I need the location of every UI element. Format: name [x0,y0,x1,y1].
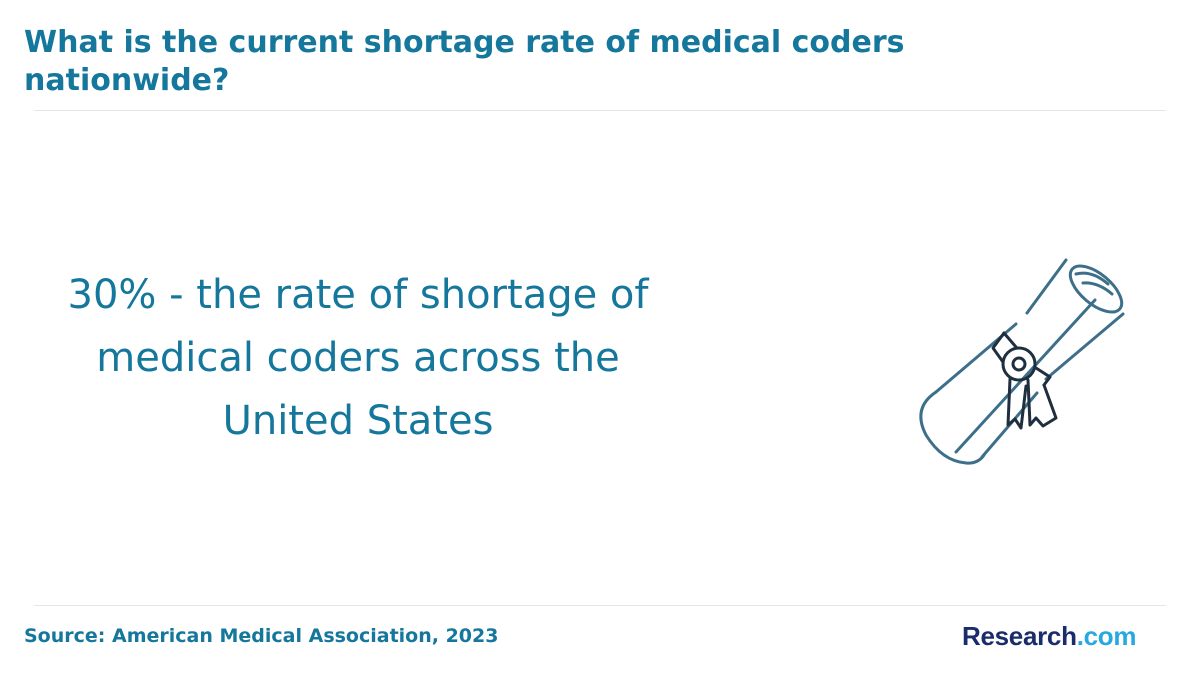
footer-divider [34,605,1166,606]
source-citation: Source: American Medical Association, 20… [24,625,499,647]
page-title: What is the current shortage rate of med… [24,25,905,98]
logo-domain-suffix: .com [1076,621,1137,651]
research-com-logo[interactable]: Research.com [962,618,1136,654]
logo-wordmark: Research [962,621,1077,651]
statistic-statement: 30% - the rate of shortage of medical co… [67,272,649,444]
diploma-scroll-icon [919,258,1125,465]
header-divider [34,110,1166,111]
